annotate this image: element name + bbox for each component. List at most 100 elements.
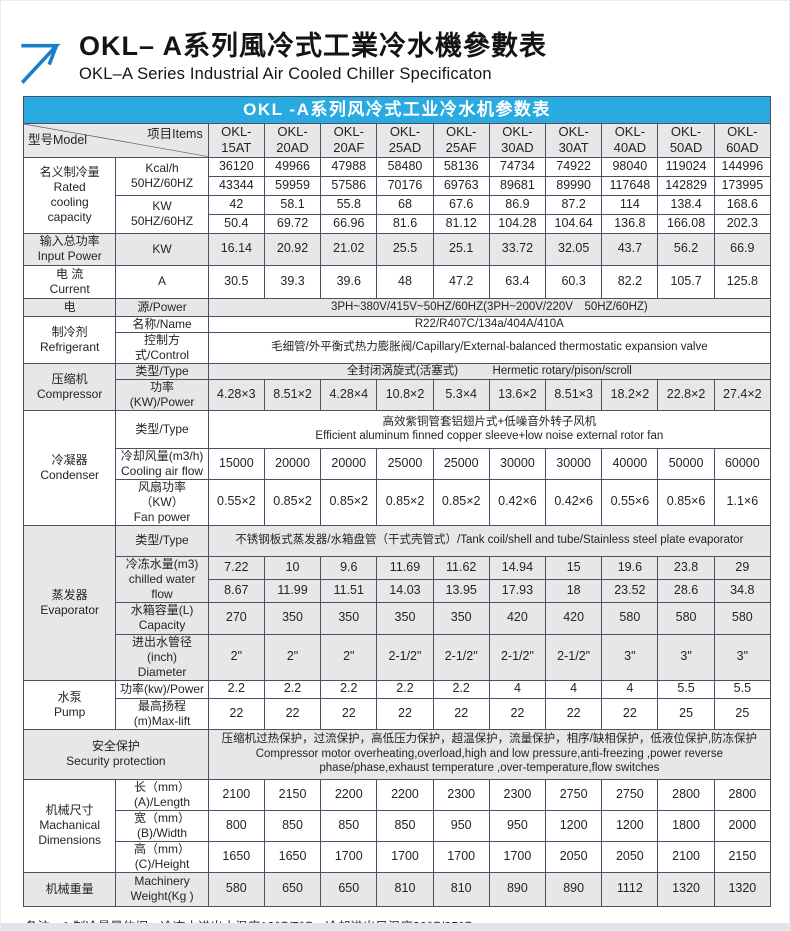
value-cell: 270 xyxy=(207,601,265,635)
model-header-cell: OKL- 20AD xyxy=(263,123,322,158)
value-cell: 4.28×3 xyxy=(207,378,265,411)
value-cell: 7.22 xyxy=(207,555,265,580)
value-cell: 19.6 xyxy=(601,555,659,580)
value-cell: 43344 xyxy=(207,175,265,196)
value-cell: 20000 xyxy=(320,447,378,480)
value-cell: 104.64 xyxy=(545,213,603,234)
value-cell: 3" xyxy=(601,633,659,681)
value-cell: 48 xyxy=(376,264,434,299)
item-label-cell: 宽（mm）(B)/Width xyxy=(115,809,209,842)
value-cell: 0.85×2 xyxy=(263,478,322,526)
value-cell: 650 xyxy=(263,871,322,907)
span-value-cell: 3PH~380V/415V~50HZ/60HZ(3PH~200V/220V 50… xyxy=(207,297,772,317)
value-cell: 58136 xyxy=(432,156,490,177)
value-cell: 168.6 xyxy=(713,194,772,215)
section-label-cell: 制冷剂 Refrigerant xyxy=(22,315,117,364)
span-value-cell: 毛细管/外平衡式热力膨胀阀/Capillary/External-balance… xyxy=(207,331,772,364)
value-cell: 70176 xyxy=(376,175,434,196)
value-cell: 3" xyxy=(657,633,715,681)
value-cell: 950 xyxy=(432,809,490,842)
value-cell: 1200 xyxy=(545,809,603,842)
section-label-cell: 压缩机 Compressor xyxy=(22,362,117,411)
value-cell: 2" xyxy=(320,633,378,681)
value-cell: 136.8 xyxy=(601,213,659,234)
value-cell: 29 xyxy=(713,555,772,580)
item-label-cell: 功率(kw)/Power xyxy=(115,679,209,699)
value-cell: 63.4 xyxy=(488,264,547,299)
item-label-cell: 高（mm）(C)/Height xyxy=(115,840,209,873)
item-label-cell: 类型/Type xyxy=(115,409,209,449)
value-cell: 42 xyxy=(207,194,265,215)
value-cell: 9.6 xyxy=(320,555,378,580)
model-header-cell: OKL- 20AF xyxy=(320,123,378,158)
value-cell: 25 xyxy=(657,697,715,730)
corner-cell: 型号Model 项目Items xyxy=(23,123,209,158)
value-cell: 30.5 xyxy=(207,264,265,299)
value-cell: 850 xyxy=(320,809,378,842)
value-cell: 22 xyxy=(488,697,547,730)
item-label-cell: 功率(KW)/Power xyxy=(115,378,209,411)
value-cell: 36120 xyxy=(207,156,265,177)
item-label-cell: 风扇功率（KW） Fan power xyxy=(115,478,209,526)
value-cell: 2150 xyxy=(263,778,322,811)
value-cell: 105.7 xyxy=(657,264,715,299)
value-cell: 350 xyxy=(320,601,378,635)
value-cell: 22 xyxy=(376,697,434,730)
value-cell: 14.03 xyxy=(376,578,434,603)
arrow-logo-icon xyxy=(20,43,61,84)
section-label-cell: 名义制冷量 Rated cooling capacity xyxy=(22,156,117,234)
model-header-cell: OKL- 50AD xyxy=(657,123,715,158)
item-label-cell: A xyxy=(115,264,209,299)
item-label-cell: 类型/Type xyxy=(115,362,209,380)
value-cell: 202.3 xyxy=(713,213,772,234)
span-value-cell: 压缩机过热保护，过流保护，高低压力保护，超温保护，流量保护，相序/缺相保护，低液… xyxy=(207,728,772,780)
value-cell: 2200 xyxy=(376,778,434,811)
value-cell: 173995 xyxy=(713,175,772,196)
value-cell: 55.8 xyxy=(320,194,378,215)
value-cell: 580 xyxy=(713,601,772,635)
value-cell: 117648 xyxy=(601,175,659,196)
item-label-cell: 源/Power xyxy=(115,297,209,317)
value-cell: 138.4 xyxy=(657,194,715,215)
value-cell: 950 xyxy=(488,809,547,842)
value-cell: 0.85×2 xyxy=(432,478,490,526)
span-value-cell: 高效紫铜管套铝翅片式+低噪音外转子风机 Efficient aluminum fi… xyxy=(207,409,772,449)
value-cell: 11.62 xyxy=(432,555,490,580)
value-cell: 5.5 xyxy=(657,679,715,699)
value-cell: 800 xyxy=(207,809,265,842)
value-cell: 30000 xyxy=(488,447,547,480)
value-cell: 39.6 xyxy=(320,264,378,299)
value-cell: 114 xyxy=(601,194,659,215)
section-label-cell: 安全保护 Security protection xyxy=(23,728,209,780)
value-cell: 0.85×2 xyxy=(376,478,434,526)
value-cell: 420 xyxy=(488,601,547,635)
value-cell: 81.12 xyxy=(432,213,490,234)
value-cell: 2.2 xyxy=(263,679,322,699)
value-cell: 104.28 xyxy=(488,213,547,234)
item-label-cell: KW xyxy=(115,232,209,266)
value-cell: 67.6 xyxy=(432,194,490,215)
model-header-cell: OKL- 30AD xyxy=(488,123,547,158)
value-cell: 28.6 xyxy=(657,578,715,603)
value-cell: 2" xyxy=(263,633,322,681)
value-cell: 69763 xyxy=(432,175,490,196)
value-cell: 22 xyxy=(601,697,659,730)
value-cell: 0.42×6 xyxy=(488,478,547,526)
value-cell: 74922 xyxy=(545,156,603,177)
section-label-cell: 机械重量 xyxy=(22,871,117,907)
value-cell: 2-1/2" xyxy=(545,633,603,681)
value-cell: 20000 xyxy=(263,447,322,480)
value-cell: 16.14 xyxy=(207,232,265,266)
value-cell: 2" xyxy=(207,633,265,681)
section-label-cell: 水泵 Pump xyxy=(22,679,117,730)
section-label-cell: 电 xyxy=(22,297,117,317)
value-cell: 18.2×2 xyxy=(601,378,659,411)
value-cell: 2800 xyxy=(713,778,772,811)
value-cell: 850 xyxy=(263,809,322,842)
value-cell: 2-1/2" xyxy=(376,633,434,681)
value-cell: 125.8 xyxy=(713,264,772,299)
value-cell: 69.72 xyxy=(263,213,322,234)
value-cell: 22 xyxy=(545,697,603,730)
value-cell: 34.8 xyxy=(713,578,772,603)
